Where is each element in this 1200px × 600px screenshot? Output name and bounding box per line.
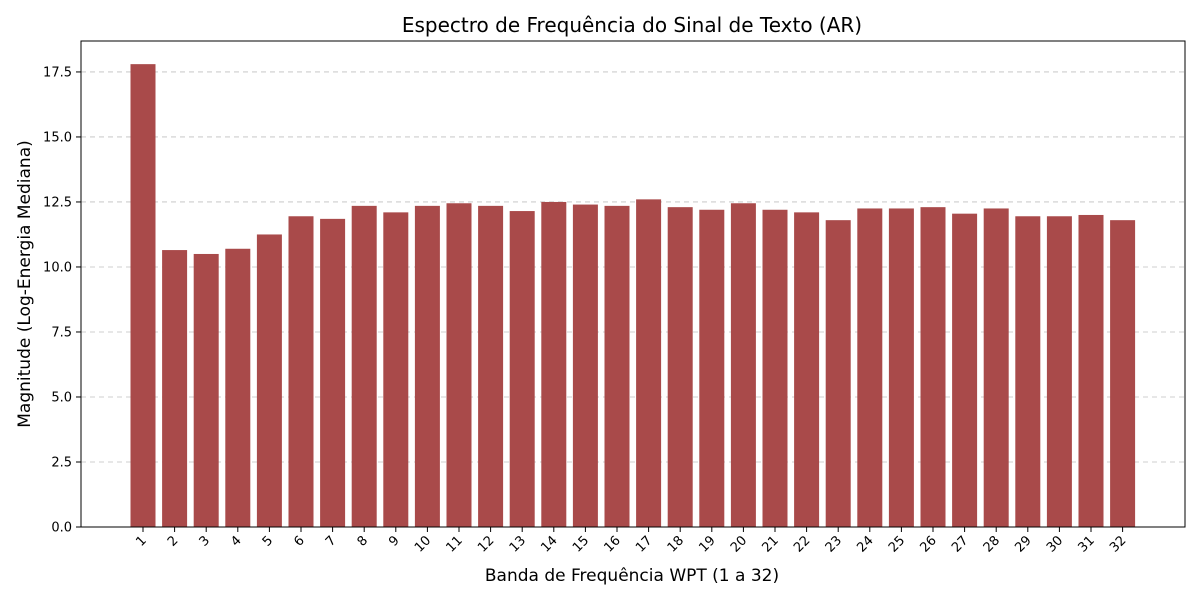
y-tick-label: 5.0 [51, 390, 72, 405]
bar-12 [478, 205, 504, 527]
bar-16 [604, 205, 630, 527]
bar-27 [952, 213, 978, 527]
y-tick-label: 0.0 [51, 521, 72, 536]
y-tick-label: 7.5 [51, 325, 72, 340]
bar-24 [857, 208, 883, 527]
bar-1 [130, 64, 156, 528]
bar-11 [446, 203, 472, 528]
bars [130, 64, 1136, 528]
bar-3 [193, 253, 219, 527]
bar-2 [162, 250, 188, 528]
x-tick-label: 26 [918, 533, 940, 555]
x-tick-label: 12 [475, 533, 497, 555]
x-tick-label: 14 [538, 533, 560, 555]
plot-frame [80, 40, 1186, 528]
bar-31 [1078, 214, 1104, 527]
x-axis-label: Banda de Frequência WPT (1 a 32) [485, 566, 779, 586]
x-tick-label: 2 [165, 533, 181, 549]
y-tick-label: 10.0 [43, 260, 72, 275]
x-tick-label: 17 [633, 533, 655, 555]
bar-10 [414, 205, 440, 527]
bar-6 [288, 216, 314, 527]
bar-8 [351, 205, 377, 527]
x-tick-label: 6 [291, 533, 307, 549]
bar-18 [667, 207, 693, 527]
x-tick-label: 19 [696, 533, 718, 555]
x-tick-label: 24 [854, 533, 876, 555]
x-tick-label: 8 [355, 533, 371, 549]
y-tick-label: 12.5 [43, 195, 72, 210]
x-tick-label: 10 [412, 533, 434, 555]
x-tick-label: 25 [886, 533, 908, 555]
bar-7 [320, 218, 346, 528]
x-tick-label: 20 [728, 533, 750, 555]
x-tick-label: 27 [949, 533, 971, 555]
y-tick-label: 17.5 [43, 65, 72, 80]
x-tick-label: 13 [507, 533, 529, 555]
y-axis: 0.0 2.5 5.0 7.5 10.0 12.5 15.0 17.5 [43, 65, 81, 536]
y-axis-label: Magnitude (Log-Energia Mediana) [15, 140, 35, 427]
x-tick-label: 18 [665, 533, 687, 555]
bar-22 [794, 212, 820, 528]
chart-title: Espectro de Frequência do Sinal de Texto… [402, 13, 862, 37]
bar-13 [509, 211, 535, 528]
bar-20 [730, 203, 756, 528]
x-tick-label: 15 [570, 533, 592, 555]
x-tick-label: 11 [444, 533, 466, 555]
y-tick-label: 2.5 [51, 455, 72, 470]
x-tick-label: 21 [760, 533, 782, 555]
bar-25 [888, 208, 914, 527]
bar-26 [920, 207, 946, 527]
bar-30 [1046, 216, 1072, 527]
x-tick-label: 1 [133, 533, 149, 549]
x-tick-label: 3 [197, 533, 213, 549]
x-tick-label: 30 [1044, 533, 1066, 555]
x-tick-label: 16 [602, 533, 624, 555]
x-tick-label: 28 [981, 533, 1003, 555]
x-tick-label: 7 [323, 533, 339, 549]
x-tick-label: 4 [228, 533, 244, 549]
x-axis: 1 2 3 4 5 6 7 8 9 10 11 12 13 14 15 16 17 18 19 20 21 22 23 24 2… [133, 527, 1129, 556]
x-tick-label: 32 [1107, 533, 1129, 555]
bar-28 [983, 208, 1009, 527]
x-tick-label: 22 [791, 533, 813, 555]
x-tick-label: 29 [1012, 533, 1034, 555]
bar-29 [1015, 216, 1041, 527]
x-tick-label: 9 [386, 533, 402, 549]
bar-23 [825, 220, 851, 528]
bar-4 [225, 248, 251, 527]
bar-21 [762, 209, 788, 527]
bar-5 [256, 234, 282, 528]
x-tick-label: 23 [823, 533, 845, 555]
bar-9 [383, 212, 409, 528]
x-tick-label: 5 [260, 533, 276, 549]
x-tick-label: 31 [1076, 533, 1098, 555]
bar-17 [636, 199, 662, 527]
bar-15 [572, 204, 598, 528]
bar-19 [699, 209, 725, 527]
bar-32 [1110, 220, 1136, 528]
y-tick-label: 15.0 [43, 130, 72, 145]
bar-14 [541, 201, 567, 527]
